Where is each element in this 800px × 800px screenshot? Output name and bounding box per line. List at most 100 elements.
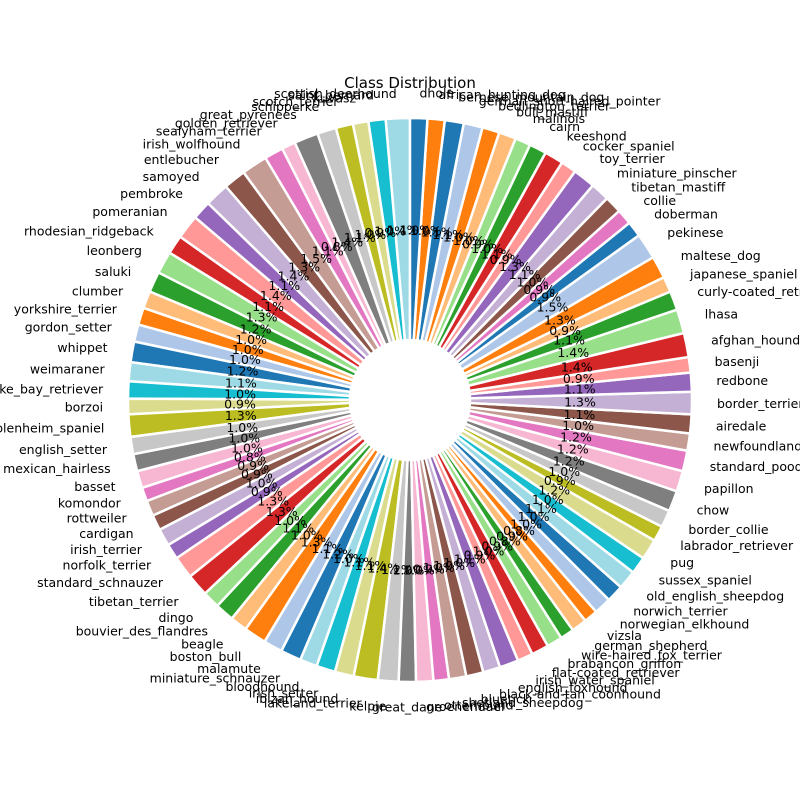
percent-label-whippet: 1.2% (227, 363, 259, 378)
category-label-brabancon_griffon: brabancon_griffon (568, 656, 682, 671)
percent-label-old_english_sheepdog: 1.1% (525, 501, 557, 516)
category-label-kelpie: kelpie (349, 699, 386, 714)
percent-label-bull_mastiff: 1.0% (453, 233, 485, 248)
category-label-border_terrier: border_terrier (717, 396, 800, 411)
percent-label-toy_terrier: 1.3% (499, 259, 531, 274)
category-label-border_collie: border_collie (688, 522, 768, 537)
percent-label-ibizan_hound: 1.1% (355, 558, 387, 573)
category-label-irish_setter: irish_setter (249, 686, 319, 701)
percent-label-malinois: 0.9% (462, 237, 494, 252)
percent-label-bluetick: 1.0% (433, 558, 465, 573)
category-label-pomeranian: pomeranian (92, 204, 167, 219)
category-label-shetland_sheepdog: shetland_sheepdog (462, 695, 584, 710)
percent-label-tibetan_terrier: 1.3% (266, 504, 298, 519)
percent-label-japanese_spaniel: 0.9% (549, 323, 581, 338)
category-label-african_hunting_dog: african_hunting_dog (439, 87, 566, 102)
category-label-german_short-haired_pointer: german_short-haired_pointer (479, 93, 662, 108)
percent-label-irish_setter: 1.1% (343, 555, 375, 570)
category-label-malinois: malinois (533, 111, 585, 126)
category-label-scottish_deerhound: scottish_deerhound (274, 86, 397, 101)
percent-label-maltese_dog: 1.3% (544, 312, 576, 327)
category-label-bluetick: bluetick (481, 691, 531, 706)
percent-label-redbone: 1.1% (564, 382, 596, 397)
percent-label-gordon_setter: 1.0% (229, 352, 261, 367)
percent-label-rottweiler: 0.9% (237, 458, 269, 473)
percent-label-miniature_schnauzer: 1.2% (322, 547, 354, 562)
category-label-bernese_mountain_dog: bernese_mountain_dog (458, 89, 604, 104)
percent-label-kuvasz: 0.9% (364, 225, 396, 240)
category-label-tibetan_terrier: tibetan_terrier (89, 594, 180, 609)
category-label-sussex_spaniel: sussex_spaniel (659, 573, 752, 588)
percent-label-kelpie: 1.2% (381, 562, 413, 577)
percent-label-newfoundland: 1.0% (562, 418, 594, 433)
category-label-rhodesian_ridgeback: rhodesian_ridgeback (24, 223, 155, 238)
category-label-standard_schnauzer: standard_schnauzer (37, 575, 164, 590)
category-label-cocker_spaniel: cocker_spaniel (583, 139, 675, 154)
category-label-bloodhound: bloodhound (226, 679, 300, 694)
percent-label-borzoi: 0.9% (224, 396, 256, 411)
category-label-pug: pug (670, 555, 694, 570)
percent-label-chow: 1.2% (553, 454, 585, 469)
category-label-miniature_schnauzer: miniature_schnauzer (150, 671, 281, 686)
percent-label-tibetan_mastiff: 1.0% (517, 275, 549, 290)
category-label-pembroke: pembroke (120, 186, 183, 201)
category-label-flat-coated_retriever: flat-coated_retriever (552, 665, 681, 680)
percent-label-sealyham_terrier: 1.1% (312, 244, 344, 259)
category-label-japanese_spaniel: japanese_spaniel (689, 267, 797, 282)
category-label-lhasa: lhasa (705, 307, 738, 322)
category-label-bedlington_terrier: bedlington_terrier (498, 98, 611, 113)
category-label-borzoi: borzoi (65, 400, 103, 415)
category-label-basenji: basenji (715, 354, 760, 369)
category-label-english_setter: english_setter (19, 442, 108, 457)
percent-label-norwich_terrier: 1.0% (518, 509, 550, 524)
percent-label-pomeranian: 1.4% (260, 288, 292, 303)
percent-label-samoyed: 1.4% (278, 269, 310, 284)
percent-label-scotch_terrier: 1.0% (355, 227, 387, 242)
percent-label-cocker_spaniel: 0.9% (490, 252, 522, 267)
percent-label-saluki: 1.2% (240, 321, 272, 336)
category-label-samoyed: samoyed (143, 169, 200, 184)
percent-label-sussex_spaniel: 1.0% (532, 492, 564, 507)
category-label-schipperke: schipperke (251, 99, 319, 114)
percent-label-wire-haired_fox_terrier: 0.8% (489, 534, 521, 549)
category-label-otterhound: otterhound (444, 698, 513, 713)
percent-label-papillon: 1.2% (557, 442, 589, 457)
category-label-ibizan_hound: ibizan_hound (256, 691, 339, 706)
percent-label-malamute: 1.1% (312, 541, 344, 556)
category-label-leonberg: leonberg (87, 243, 142, 258)
percent-label-african_hunting_dog: 1.0% (410, 223, 442, 238)
percent-label-weimaraner: 1.1% (225, 375, 257, 390)
category-label-curly-coated_retriever: curly-coated_retriever (697, 284, 800, 299)
category-label-tibetan_mastiff: tibetan_mastiff (631, 180, 725, 195)
category-label-group: scottish_deerhoundsaint_bernardkuvaszsco… (0, 86, 800, 715)
category-label-german_shepherd: german_shepherd (594, 638, 707, 653)
category-label-pekinese: pekinese (667, 225, 723, 240)
percent-label-irish_wolfhound: 1.5% (300, 251, 332, 266)
category-label-great_pyrenees: great_pyrenees (200, 107, 297, 122)
category-label-saint_bernard: saint_bernard (288, 88, 374, 103)
percent-label-great_dane: 1.0% (393, 563, 425, 578)
percent-label-yorkshire_terrier: 1.0% (232, 342, 264, 357)
category-label-golden_retriever: golden_retriever (175, 116, 279, 131)
percent-label-border_collie: 1.0% (548, 464, 580, 479)
percent-label-bedlington_terrier: 1.0% (443, 230, 475, 245)
percent-label-doberman: 0.9% (529, 289, 561, 304)
category-label-boston_bull: boston_bull (170, 649, 242, 664)
category-label-labrador_retriever: labrador_retriever (680, 538, 794, 553)
category-label-bull_mastiff: bull_mastiff (516, 104, 589, 119)
category-label-chesapeake_bay_retriever: chesapeake_bay_retriever (0, 382, 104, 397)
percent-label-labrador_retriever: 0.9% (544, 473, 576, 488)
percent-label-shetland_sheepdog: 1.0% (423, 560, 455, 575)
category-label-dhole: dhole (420, 86, 455, 101)
category-label-toy_terrier: toy_terrier (600, 151, 666, 166)
category-label-great_dane: great_dane (372, 700, 443, 715)
percent-label-standard_poodle: 1.2% (560, 429, 592, 444)
percent-label-saint_bernard: 1.0% (374, 224, 406, 239)
percent-label-afghan_hound: 1.4% (561, 359, 593, 374)
percent-label-collie: 0.9% (523, 282, 555, 297)
category-label-norfolk_terrier: norfolk_terrier (63, 558, 153, 573)
percent-label-clumber: 1.0% (235, 332, 267, 347)
percent-label-lhasa: 1.4% (557, 345, 589, 360)
percent-label-otterhound: 0.9% (413, 561, 445, 576)
